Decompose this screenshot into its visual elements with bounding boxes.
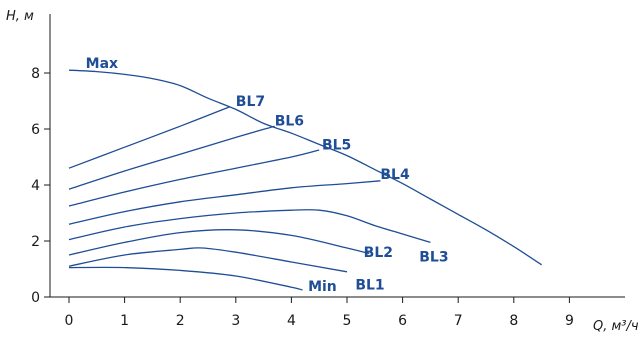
- x-tick-label: 8: [509, 313, 518, 329]
- series-label-bl1: BL1: [355, 277, 384, 293]
- x-tick-label: 4: [287, 313, 296, 329]
- curve-bl3: [68, 209, 431, 244]
- series-label-bl6: BL6: [275, 114, 304, 130]
- series-label-min: Min: [308, 279, 337, 295]
- series-label-bl2: BL2: [364, 245, 393, 261]
- y-tick-label: 8: [31, 66, 40, 82]
- x-tick-label: 9: [565, 313, 574, 329]
- y-tick-label: 2: [31, 234, 40, 250]
- curve-bl5: [68, 149, 320, 207]
- x-tick-label: 0: [65, 313, 74, 329]
- curve-max: [68, 69, 542, 266]
- series-label-bl4: BL4: [380, 167, 410, 183]
- curve-bl6: [68, 125, 275, 190]
- y-tick-label: 4: [31, 178, 40, 194]
- x-tick-label: 7: [454, 313, 463, 329]
- curve-bl4: [68, 180, 381, 225]
- series-labels: Max BL7 BL6 BL5 BL4 BL3 BL2 BL1 Min: [86, 56, 449, 295]
- curves: [68, 69, 542, 291]
- series-label-bl3: BL3: [419, 249, 448, 265]
- y-axis-label: H, м: [6, 9, 34, 24]
- x-tick-label: 3: [231, 313, 240, 329]
- curve-bl7: [68, 105, 231, 169]
- x-tick-label: 1: [120, 313, 129, 329]
- x-tick-label: 5: [343, 313, 352, 329]
- series-label-max: Max: [86, 56, 118, 72]
- y-tick-label: 0: [31, 290, 40, 306]
- axis-ticks: 0 1 2 3 4 5 6 7 8 9 0 2 4 6 8: [31, 66, 574, 329]
- x-tick-label: 6: [398, 313, 407, 329]
- series-label-bl7: BL7: [236, 94, 265, 110]
- y-tick-label: 6: [31, 122, 40, 138]
- curve-min: [68, 266, 303, 291]
- curve-bl2: [68, 229, 370, 256]
- x-tick-label: 2: [176, 313, 185, 329]
- x-axis-label: Q, м³/ч: [593, 319, 639, 334]
- axes: [49, 14, 625, 298]
- curve-bl1: [68, 247, 348, 273]
- series-label-bl5: BL5: [322, 137, 351, 153]
